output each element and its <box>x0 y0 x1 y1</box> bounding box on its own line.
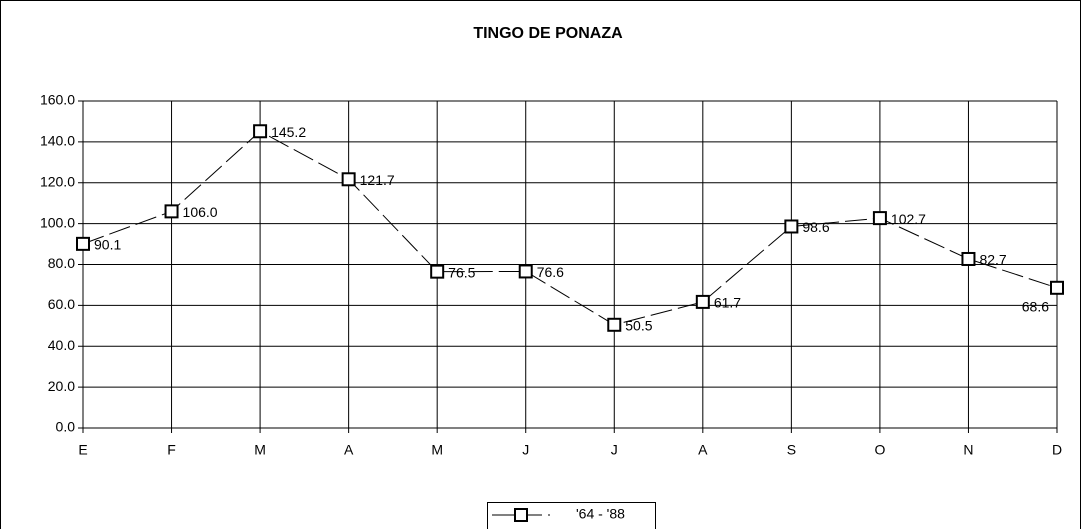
marker <box>430 264 445 279</box>
chart-title: TINGO DE PONAZA <box>473 25 623 42</box>
x-tick-label: M <box>431 442 443 458</box>
legend-label: '64 - '88 <box>576 506 625 522</box>
marker <box>872 211 887 226</box>
data-label: 76.5 <box>448 264 475 280</box>
y-tick-label: 160.0 <box>40 92 75 108</box>
y-tick-label: 80.0 <box>48 255 75 271</box>
x-tick-label: E <box>78 442 87 458</box>
marker <box>76 236 90 251</box>
y-tick-label: 120.0 <box>40 173 75 189</box>
marker <box>695 294 710 309</box>
y-tick-label: 100.0 <box>40 214 75 230</box>
x-tick-label: D <box>1052 442 1062 458</box>
x-tick-label: J <box>611 442 618 458</box>
marker <box>341 172 356 187</box>
data-label: 145.2 <box>271 124 306 140</box>
x-tick-label: O <box>874 442 885 458</box>
data-label: 50.5 <box>625 317 652 333</box>
data-label: 102.7 <box>891 211 926 227</box>
marker <box>961 251 976 266</box>
data-label: 106.0 <box>183 204 218 220</box>
data-label: 61.7 <box>714 295 741 311</box>
y-tick-label: 0.0 <box>56 419 76 435</box>
marker <box>607 317 622 332</box>
data-label: 98.6 <box>802 219 829 235</box>
marker <box>784 219 799 234</box>
marker <box>253 124 268 139</box>
data-label: 90.1 <box>94 237 121 253</box>
y-tick-label: 40.0 <box>48 337 75 353</box>
x-tick-label: A <box>698 442 708 458</box>
data-label: 121.7 <box>360 172 395 188</box>
x-tick-label: A <box>344 442 354 458</box>
marker <box>518 264 533 279</box>
legend-box <box>487 502 656 529</box>
marker <box>1050 280 1064 295</box>
data-label: 68.6 <box>1022 299 1049 315</box>
x-tick-label: F <box>167 442 176 458</box>
y-tick-label: 20.0 <box>48 378 75 394</box>
legend-marker <box>514 508 528 522</box>
data-label: 82.7 <box>979 252 1006 268</box>
x-tick-label: J <box>522 442 529 458</box>
data-label: 76.6 <box>537 264 564 280</box>
y-tick-label: 140.0 <box>40 133 75 149</box>
x-tick-label: M <box>254 442 266 458</box>
y-tick-label: 60.0 <box>48 296 75 312</box>
marker <box>164 204 179 219</box>
x-tick-label: S <box>787 442 796 458</box>
x-tick-label: N <box>963 442 973 458</box>
